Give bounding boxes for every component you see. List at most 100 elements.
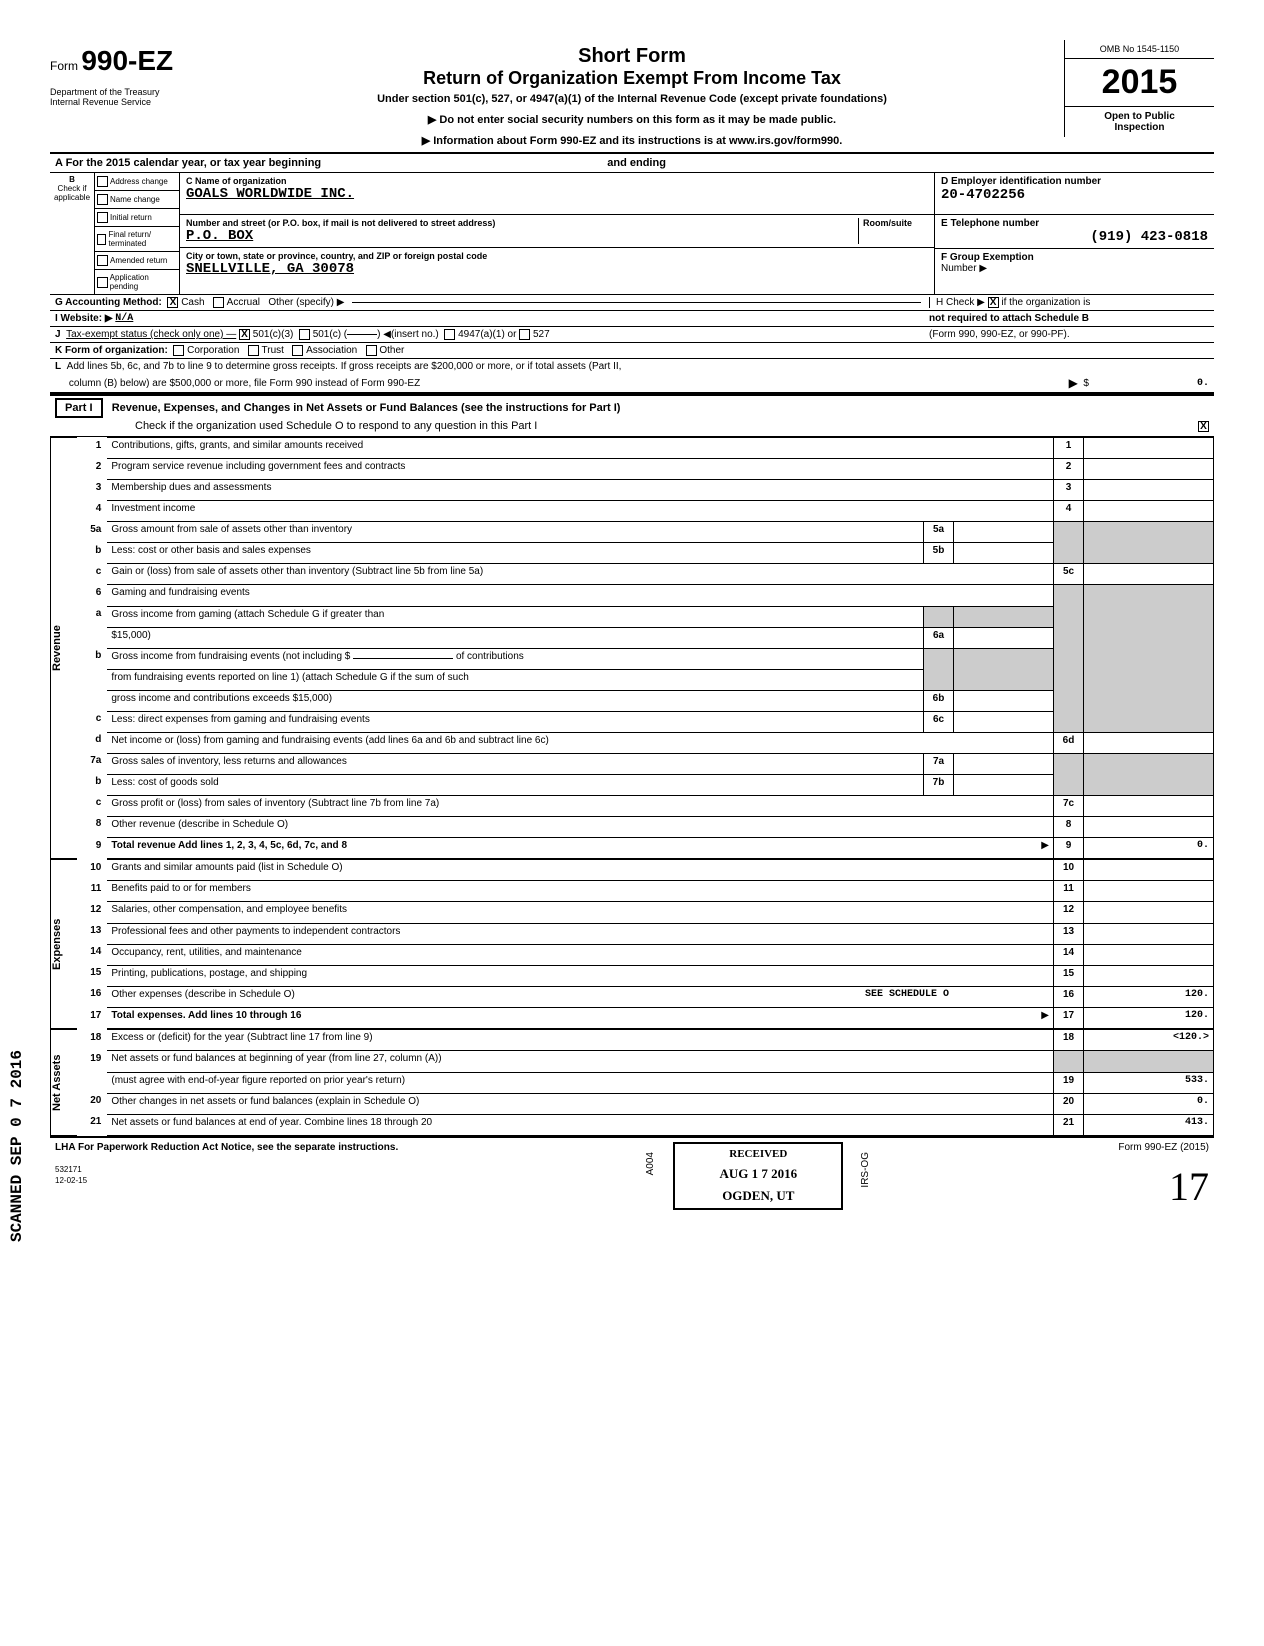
l10-d: Grants and similar amounts paid (list in… (107, 860, 1053, 881)
l7c-k: 7c (1054, 795, 1084, 816)
l16-extra: SEE SCHEDULE O (865, 989, 949, 1000)
footer-code: 532171 (55, 1165, 82, 1174)
l18-n: 18 (77, 1030, 107, 1051)
line-i: I Website: ▶ N/A not required to attach … (50, 311, 1214, 327)
l-label: L (55, 361, 61, 372)
l18-d: Excess or (deficit) for the year (Subtra… (107, 1030, 1053, 1051)
footer: LHA For Paperwork Reduction Act Notice, … (50, 1136, 1214, 1214)
l3-n: 3 (77, 480, 107, 501)
line-a: A For the 2015 calendar year, or tax yea… (50, 154, 1214, 173)
cb-name[interactable] (97, 194, 108, 205)
under-text: Under section 501(c), 527, or 4947(a)(1)… (210, 93, 1054, 105)
l6d-n: d (77, 732, 107, 753)
room-label: Room/suite (858, 218, 928, 244)
cb-schedo[interactable]: X (1198, 421, 1209, 432)
l3-a (1084, 480, 1214, 501)
cb-accrual[interactable] (213, 297, 224, 308)
l6b-d4: gross income and contributions exceeds $… (107, 690, 923, 711)
cb-pending[interactable] (97, 277, 108, 288)
revenue-side: Revenue (50, 437, 77, 859)
l11-d: Benefits paid to or for members (107, 881, 1053, 902)
l4-d: Investment income (107, 501, 1053, 522)
part1-title: Revenue, Expenses, and Changes in Net As… (112, 402, 621, 414)
l6a-d: Gross income from gaming (attach Schedul… (107, 606, 923, 627)
accrual-lbl: Accrual (227, 297, 260, 308)
l17-d: Total expenses. Add lines 10 through 16 (111, 1010, 301, 1021)
l6b-d3: from fundraising events reported on line… (107, 669, 923, 690)
c-label: C Name of organization (186, 176, 928, 186)
l4-a (1084, 501, 1214, 522)
l20-k: 20 (1054, 1093, 1084, 1114)
cb-final[interactable] (97, 234, 106, 245)
c-lbl: 501(c) ( (313, 329, 347, 340)
l-text2: column (B) below) are $500,000 or more, … (69, 378, 420, 389)
l6b-a (954, 690, 1054, 711)
l6b-d2: of contributions (456, 651, 524, 662)
l15-n: 15 (77, 965, 107, 986)
l13-d: Professional fees and other payments to … (107, 923, 1053, 944)
l11-a (1084, 881, 1214, 902)
line-j: J Tax-exempt status (check only one) — X… (50, 327, 1214, 343)
cb-501c3[interactable]: X (239, 329, 250, 340)
cb-initial[interactable] (97, 212, 108, 223)
cb-kother[interactable] (366, 345, 377, 356)
tax-year: 2015 (1065, 59, 1214, 106)
l10-a (1084, 860, 1214, 881)
l18-a: <120.> (1084, 1030, 1214, 1051)
l12-d: Salaries, other compensation, and employ… (107, 902, 1053, 923)
l1-d: Contributions, gifts, grants, and simila… (107, 438, 1053, 459)
l5c-n: c (77, 564, 107, 585)
l10-k: 10 (1054, 860, 1084, 881)
l5b-d: Less: cost or other basis and sales expe… (107, 543, 923, 564)
l9-k: 9 (1054, 838, 1084, 859)
line-a-and: and ending (607, 157, 666, 169)
phone: (919) 423-0818 (941, 229, 1208, 245)
lha-text: LHA For Paperwork Reduction Act Notice, … (55, 1142, 398, 1153)
cb-cash[interactable]: X (167, 297, 178, 308)
l7a-a (954, 753, 1054, 774)
cb-name-lbl: Name change (110, 195, 160, 204)
l6d-k: 6d (1054, 732, 1084, 753)
cb-pending-lbl: Application pending (110, 273, 177, 291)
l1-k: 1 (1054, 438, 1084, 459)
l14-a (1084, 944, 1214, 965)
l5c-k: 5c (1054, 564, 1084, 585)
l6c-n: c (77, 711, 107, 732)
l2-k: 2 (1054, 459, 1084, 480)
cb-501c[interactable] (299, 329, 310, 340)
corp-lbl: Corporation (187, 345, 239, 356)
cb-assoc[interactable] (292, 345, 303, 356)
l14-k: 14 (1054, 944, 1084, 965)
cb-final-lbl: Final return/ terminated (108, 230, 177, 248)
cb-amended[interactable] (97, 255, 108, 266)
l8-k: 8 (1054, 816, 1084, 837)
l6d-a (1084, 732, 1214, 753)
cb-address[interactable] (97, 176, 108, 187)
l-text: Add lines 5b, 6c, and 7b to line 9 to de… (67, 361, 622, 372)
l20-a: 0. (1084, 1093, 1214, 1114)
irs-stamp: IRS-OG (860, 1152, 871, 1188)
l9-a: 0. (1084, 838, 1214, 859)
cb-h[interactable]: X (988, 297, 999, 308)
l7b-n: b (77, 774, 107, 795)
l17-n: 17 (77, 1008, 107, 1029)
j-label: J (55, 329, 61, 340)
l12-n: 12 (77, 902, 107, 923)
cb-trust[interactable] (248, 345, 259, 356)
l6a-k: 6a (924, 627, 954, 648)
line-k: K Form of organization: Corporation Trus… (50, 343, 1214, 359)
cb-corp[interactable] (173, 345, 184, 356)
expenses-side: Expenses (50, 859, 77, 1029)
l21-a: 413. (1084, 1114, 1214, 1135)
l2-n: 2 (77, 459, 107, 480)
cb-4947[interactable] (444, 329, 455, 340)
l6a-d2: $15,000) (107, 627, 923, 648)
open2: Inspection (1069, 122, 1210, 133)
l6d-d: Net income or (loss) from gaming and fun… (107, 732, 1053, 753)
a004-stamp: A004 (645, 1152, 656, 1175)
l11-n: 11 (77, 881, 107, 902)
l15-k: 15 (1054, 965, 1084, 986)
cb-527[interactable] (519, 329, 530, 340)
l6a-n: a (77, 606, 107, 627)
h-text3: not required to attach Schedule B (929, 313, 1089, 324)
